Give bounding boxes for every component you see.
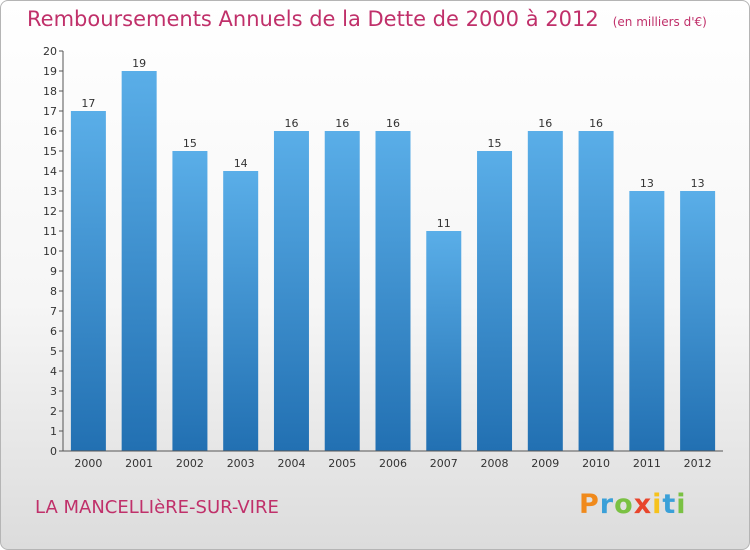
data-label-2001: 19 [132,57,146,70]
y-tick-label: 10 [43,245,57,258]
y-tick-label: 11 [43,225,57,238]
logo-letter: P [579,489,600,520]
data-label-2011: 13 [640,177,654,190]
x-tick-label-2006: 2006 [379,457,407,470]
data-label-2012: 13 [691,177,705,190]
y-tick-label: 16 [43,125,57,138]
x-tick-label-2000: 2000 [74,457,102,470]
y-tick-label: 18 [43,85,57,98]
x-tick-label-2009: 2009 [531,457,559,470]
y-tick-label: 9 [50,265,57,278]
chart-title: Remboursements Annuels de la Dette de 20… [27,7,707,31]
data-label-2003: 14 [234,157,248,170]
y-tick-label: 14 [43,165,57,178]
x-tick-label-2001: 2001 [125,457,153,470]
y-tick-label: 15 [43,145,57,158]
data-label-2009: 16 [538,117,552,130]
y-tick-label: 6 [50,325,57,338]
data-label-2008: 15 [488,137,502,150]
y-tick-label: 13 [43,185,57,198]
bar-2002 [172,151,208,451]
bar-2007 [426,231,462,451]
y-tick-label: 8 [50,285,57,298]
data-label-2007: 11 [437,217,451,230]
bar-2008 [477,151,513,451]
x-tick-label-2008: 2008 [481,457,509,470]
title-text: Remboursements Annuels de la Dette de 20… [27,7,599,31]
logo-letter: r [599,489,615,520]
y-tick-label: 7 [50,305,57,318]
data-label-2002: 15 [183,137,197,150]
y-tick-label: 12 [43,205,57,218]
y-tick-label: 17 [43,105,57,118]
data-label-2006: 16 [386,117,400,130]
logo-letter: i [652,489,663,520]
x-tick-label-2011: 2011 [633,457,661,470]
unit-label: (en milliers d'€) [612,15,707,29]
y-tick-label: 3 [50,385,57,398]
y-tick-label: 2 [50,405,57,418]
y-tick-label: 19 [43,65,57,78]
logo-letter: x [633,489,653,520]
y-tick-label: 0 [50,445,57,458]
logo-letter: t [662,489,677,520]
x-tick-label-2010: 2010 [582,457,610,470]
x-tick-label-2007: 2007 [430,457,458,470]
bar-2003 [223,171,259,451]
bar-2001 [121,71,157,451]
place-name: LA MANCELLIèRE-SUR-VIRE [35,497,279,518]
y-tick-label: 4 [50,365,57,378]
x-axis: 2000 2001 2002 2003 2004 2005 2006 2007 2008 2009… [63,450,723,470]
bar-2000 [70,111,106,451]
x-tick-label-2002: 2002 [176,457,204,470]
x-tick-label-2003: 2003 [227,457,255,470]
data-label-2010: 16 [589,117,603,130]
x-tick-label-2004: 2004 [277,457,305,470]
logo-letter: o [614,489,634,520]
bar-2005 [324,131,360,451]
data-label-2004: 16 [284,117,298,130]
bar-2004 [273,131,309,451]
y-tick-label: 5 [50,345,57,358]
logo-letter: i [676,489,687,520]
bar-2010 [578,131,614,451]
bar-2006 [375,131,411,451]
y-tick-label: 1 [50,425,57,438]
data-label-2000: 17 [81,97,95,110]
bar-2009 [527,131,563,451]
data-label-2005: 16 [335,117,349,130]
bar-2012 [680,191,716,451]
bars-group: 17 19 15 14 16 16 16 11 15 16 16 13 13 [70,57,716,451]
x-tick-label-2005: 2005 [328,457,356,470]
x-tick-label-2012: 2012 [684,457,712,470]
bar-2011 [629,191,665,451]
proxiti-logo: Proxiti [579,489,687,520]
y-tick-label: 20 [43,45,57,58]
